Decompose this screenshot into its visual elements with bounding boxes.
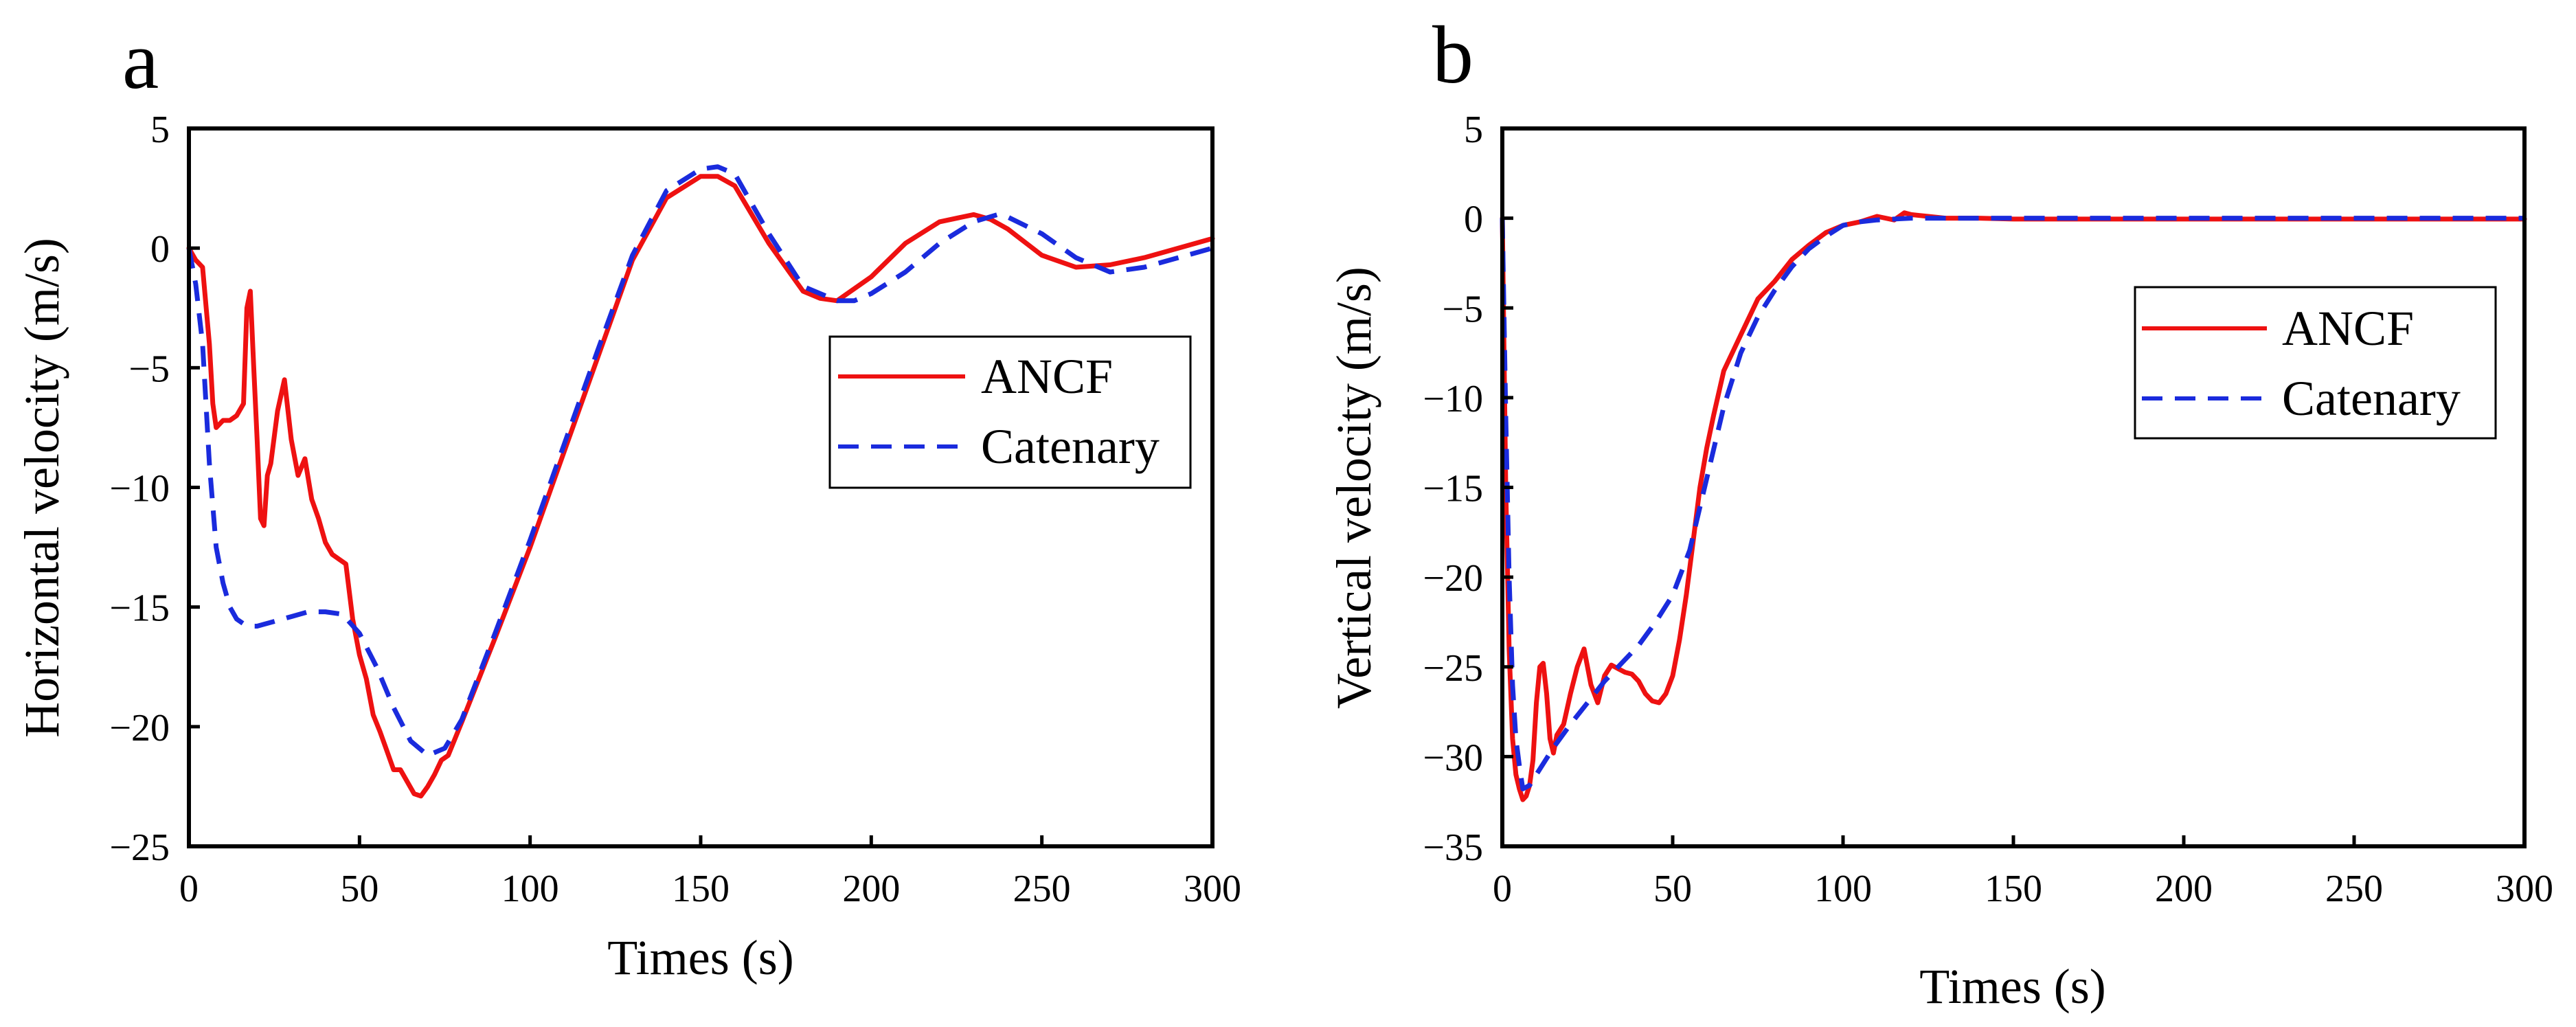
series-line-ancf-a bbox=[186, 174, 1215, 799]
y-tick-label-b--30: −30 bbox=[1423, 736, 1483, 779]
panel-label-b: b bbox=[1432, 9, 1473, 100]
y-ticks-b: −35 −30 −25 −20 −15 −10 −5 0 5 bbox=[1423, 109, 1513, 869]
x-ticks-b: 0 50 100 150 200 250 300 bbox=[1493, 835, 2553, 910]
panel-b: b 0 50 100 150 200 250 300 −35−30−25−20−15−10−… bbox=[1326, 9, 2553, 1014]
legend-box-b bbox=[2134, 286, 2497, 440]
y-axis-label-a: Horizontal velocity (m/s) bbox=[14, 238, 69, 738]
legend-label-catenary-b: Catenary bbox=[2282, 371, 2461, 426]
x-tick-label-a-200: 200 bbox=[842, 868, 900, 910]
legend-label-ancf-b: ANCF bbox=[2282, 301, 2414, 356]
x-axis-label-b: Times (s) bbox=[1919, 959, 2105, 1014]
series-line-catenary-a bbox=[186, 164, 1213, 758]
y-tick-label-b--10: −10 bbox=[1423, 378, 1483, 420]
plot-frame-b bbox=[1500, 126, 2527, 848]
y-tick-label-b--35: −35 bbox=[1423, 826, 1483, 869]
x-tick-label-b-0: 0 bbox=[1493, 868, 1512, 910]
x-tick-label-a-50: 50 bbox=[340, 868, 379, 910]
y-tick-label-a--15: −15 bbox=[109, 587, 170, 630]
x-tick-label-b-50: 50 bbox=[1653, 868, 1692, 910]
x-tick-label-b-100: 100 bbox=[1814, 868, 1872, 910]
x-tick-label-a-0: 0 bbox=[179, 868, 199, 910]
x-tick-label-a-250: 250 bbox=[1013, 868, 1071, 910]
y-tick-label-b--25: −25 bbox=[1423, 647, 1483, 690]
y-ticks-a: −25 −20 −15 −10 −5 0 5 bbox=[109, 109, 200, 869]
x-ticks-a: 0 50 100 150 200 250 300 bbox=[179, 835, 1241, 910]
plot-area-b bbox=[1500, 210, 2527, 802]
x-tick-label-a-100: 100 bbox=[501, 868, 559, 910]
y-tick-label-a--25: −25 bbox=[109, 826, 170, 869]
y-tick-label-b--20: −20 bbox=[1423, 557, 1483, 600]
y-tick-label-a-5: 5 bbox=[150, 109, 170, 151]
legend-label-ancf-a: ANCF bbox=[981, 349, 1113, 404]
plot-area-a bbox=[186, 164, 1215, 799]
y-tick-label-a--5: −5 bbox=[128, 348, 170, 390]
x-tick-label-a-150: 150 bbox=[672, 868, 730, 910]
y-tick-label-b-0: 0 bbox=[1464, 199, 1483, 241]
y-tick-label-a--10: −10 bbox=[109, 468, 170, 510]
legend-box-a bbox=[828, 335, 1192, 489]
y-tick-label-a-0: 0 bbox=[150, 228, 170, 271]
series-line-catenary-b bbox=[1500, 216, 2524, 791]
y-tick-label-b--5: −5 bbox=[1442, 288, 1483, 330]
x-tick-label-b-150: 150 bbox=[1985, 868, 2042, 910]
panel-label-a: a bbox=[122, 14, 159, 106]
legend-label-catenary-a: Catenary bbox=[981, 419, 1160, 474]
y-tick-label-a--20: −20 bbox=[109, 707, 170, 749]
legend-a: ANCF Catenary bbox=[828, 335, 1192, 489]
x-tick-label-a-300: 300 bbox=[1184, 868, 1241, 910]
y-axis-label-b: Vertical velocity (m/s) bbox=[1326, 267, 1381, 709]
y-tick-label-b--15: −15 bbox=[1423, 468, 1483, 510]
x-tick-label-b-300: 300 bbox=[2496, 868, 2553, 910]
y-tick-label-b-5: 5 bbox=[1464, 109, 1483, 151]
legend-b: ANCF Catenary bbox=[2134, 286, 2497, 440]
plot-frame-a bbox=[187, 126, 1214, 848]
panel-a: a 0 50 100 150 200 250 300 −25 −20 −15 −10 −5 0 5 Ti… bbox=[14, 14, 1241, 985]
series-line-ancf-b bbox=[1500, 210, 2527, 802]
x-axis-label-a: Times (s) bbox=[607, 930, 793, 985]
x-tick-label-b-200: 200 bbox=[2155, 868, 2213, 910]
x-tick-label-b-250: 250 bbox=[2325, 868, 2383, 910]
